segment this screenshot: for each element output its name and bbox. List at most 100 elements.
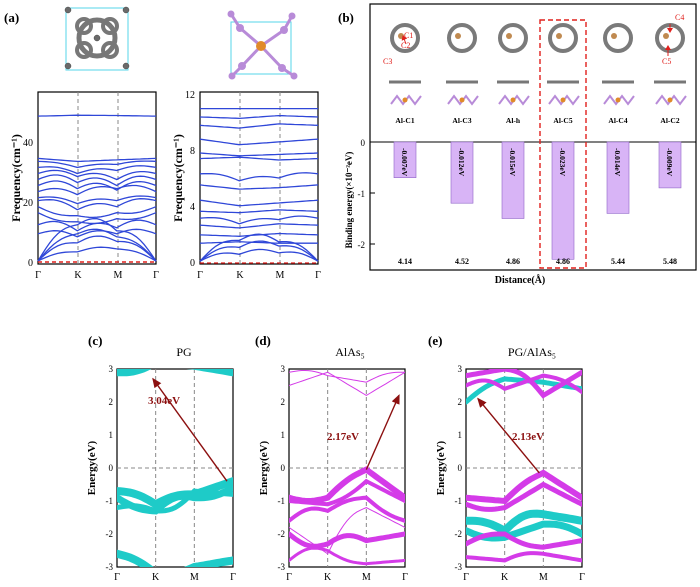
distance-tick: 4.86 <box>506 257 520 266</box>
phonon-band <box>199 209 319 214</box>
phonon-left-ylabel: Frequency(cm⁻¹) <box>9 134 23 222</box>
valence-band <box>466 551 582 563</box>
phonon-right-bands <box>199 107 319 262</box>
ytick-4: 4 <box>190 202 195 213</box>
al-atom <box>560 97 566 103</box>
valence-band <box>466 481 582 512</box>
phonon-band <box>37 114 156 117</box>
energy-tick: -1 <box>106 496 114 506</box>
al-atom <box>663 33 669 39</box>
xtick-gamma: Γ <box>197 270 203 281</box>
bands <box>117 369 233 567</box>
site-label: Al-h <box>506 116 521 125</box>
binding-bar <box>606 141 630 214</box>
binding-bar <box>501 141 525 219</box>
bar-value-label: -0.015eV <box>508 148 517 177</box>
al-atom <box>402 97 408 103</box>
xtick-m: M <box>114 270 123 281</box>
distance-tick: 4.86 <box>556 257 570 266</box>
phonon-band <box>199 223 319 229</box>
al-atom <box>506 33 512 39</box>
atom-label-c4: C4 <box>675 13 684 22</box>
xtick-gamma-end: Γ <box>153 270 159 281</box>
al-atom <box>556 33 562 39</box>
atom-label-c2: C2 <box>401 41 410 50</box>
valence-band <box>289 531 405 549</box>
panel-c-label: (c) <box>88 333 102 348</box>
panel-e-title: PG/AlAs₅ <box>508 345 556 359</box>
ytick-12: 12 <box>185 90 195 101</box>
phonon-band <box>37 195 157 205</box>
energy-ylabel: Energy(eV) <box>86 440 98 495</box>
bar-value-label: -0.009eV <box>665 148 674 177</box>
energy-tick: -3 <box>106 562 114 572</box>
energy-tick: -3 <box>278 562 286 572</box>
xtick-gamma-end: Γ <box>315 270 321 281</box>
energy-tick: 2 <box>109 397 114 407</box>
pg-structure-image <box>64 6 130 71</box>
binding-energy-chart: 0 -1 -2 Binding energy(×10⁻²eV) Distance… <box>344 3 697 286</box>
structure-top-view <box>390 23 420 53</box>
distance-tick: 4.14 <box>398 257 412 266</box>
valence-band <box>289 478 405 507</box>
phonon-band <box>37 228 157 238</box>
structure-top-view <box>498 23 528 53</box>
valence-band <box>466 509 582 536</box>
xtick-gamma: Γ <box>35 270 41 281</box>
phonon-band <box>199 233 319 262</box>
atom-label-c1: C1 <box>404 31 413 40</box>
phonon-band <box>37 228 157 262</box>
al-atom <box>667 97 673 103</box>
band-gap-arrow <box>365 394 400 470</box>
site-label: Al-C3 <box>452 116 471 125</box>
atom-label-c3: C3 <box>383 57 392 66</box>
valence-band <box>466 469 582 505</box>
conduction-band <box>466 369 582 399</box>
k-tick: Γ <box>402 572 408 583</box>
panel-e-gap: 2.13eV <box>512 431 544 443</box>
panel-a-label: (a) <box>4 10 19 25</box>
k-tick: M <box>362 572 371 583</box>
energy-tick: 0 <box>458 463 463 473</box>
panel-c-gap: 3.04eV <box>148 395 180 407</box>
valence-band <box>117 488 233 514</box>
phonon-band <box>199 240 319 262</box>
phonon-band <box>199 241 318 244</box>
energy-tick: 0 <box>281 463 286 473</box>
binding-bars: -0.007eV 4.14 -0.012eV 4.52 -0.015eV 4.86 -0.0… <box>393 141 682 266</box>
k-tick: K <box>152 572 160 583</box>
phonon-band <box>37 174 157 187</box>
ytick-8: 8 <box>190 146 195 157</box>
site-label: Al-C1 <box>395 116 414 125</box>
phonon-band <box>199 172 319 182</box>
k-tick: K <box>501 572 509 583</box>
band-gap-arrow <box>477 397 540 474</box>
al-atom <box>510 97 516 103</box>
energy-tick: 2 <box>281 397 286 407</box>
phonon-band <box>37 206 157 219</box>
al-atom <box>455 33 461 39</box>
energy-tick: -2 <box>278 529 286 539</box>
energy-tick: -1 <box>278 496 286 506</box>
energy-tick: 1 <box>109 430 114 440</box>
k-tick: Γ <box>230 572 236 583</box>
panel-c-title: PG <box>176 345 192 359</box>
conduction-band <box>289 371 405 396</box>
phonon-band <box>199 114 319 120</box>
phonon-band <box>37 169 157 181</box>
phonon-plot-alas5: 0 4 8 12 Γ K M Γ Frequency(cm⁻¹) <box>171 90 321 281</box>
site-label: Al-C4 <box>608 116 627 125</box>
phonon-band <box>199 199 319 207</box>
energy-tick: 2 <box>458 397 463 407</box>
k-tick: Γ <box>286 572 292 583</box>
distance-tick: 5.48 <box>663 257 677 266</box>
phonon-left-bands <box>37 114 157 262</box>
energy-ylabel: Energy(eV) <box>258 440 270 495</box>
ytick-neg1: -1 <box>358 189 366 199</box>
ytick-40: 40 <box>23 138 33 149</box>
conduction-band <box>117 369 233 377</box>
bands <box>466 369 582 563</box>
